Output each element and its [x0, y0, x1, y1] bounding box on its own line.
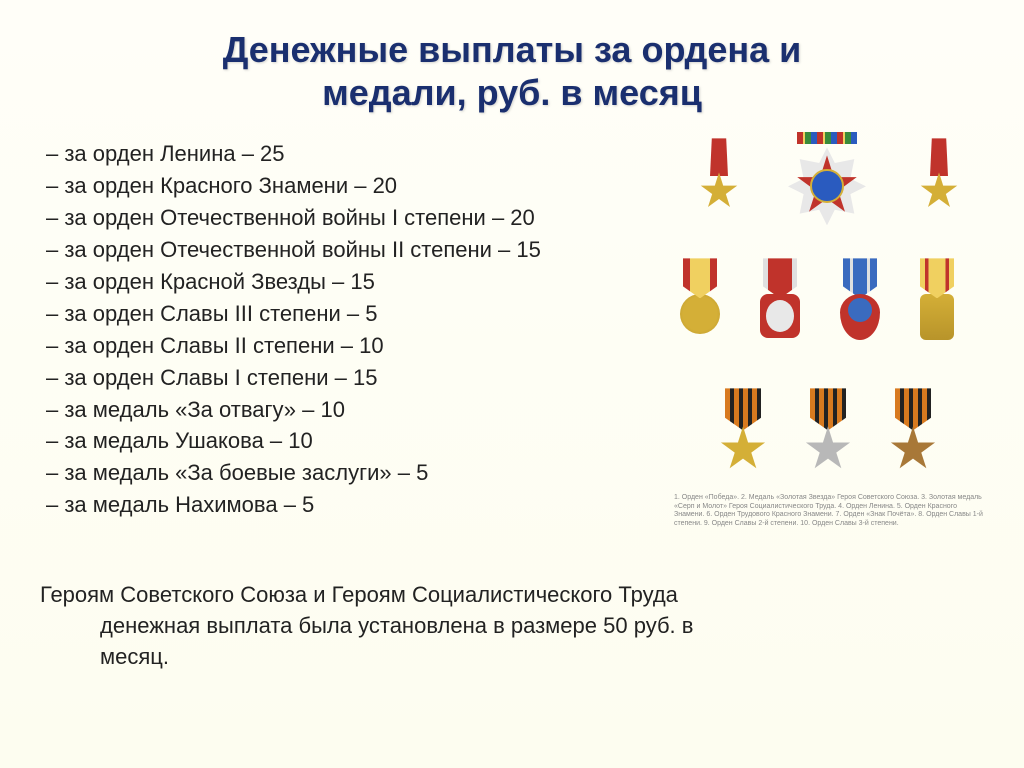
list-item: – за орден Славы II степени – 10 [40, 330, 660, 362]
medal-slava-1 [720, 388, 766, 472]
medal-honor-sign [920, 258, 954, 340]
list-item: – за медаль Ушакова – 10 [40, 425, 660, 457]
footer-line: месяц. [40, 642, 960, 673]
medal-hero-star-left [700, 138, 738, 210]
title-line-2: медали, руб. в месяц [322, 72, 702, 113]
footer-line: денежная выплата была установлена в разм… [40, 611, 960, 642]
footer-note: Героям Советского Союза и Героям Социали… [40, 580, 960, 672]
content-row: – за орден Ленина – 25 – за орден Красно… [40, 138, 984, 558]
medals-caption: 1. Орден «Победа». 2. Медаль «Золотая Зв… [670, 494, 990, 528]
list-item: – за медаль «За боевые заслуги» – 5 [40, 457, 660, 489]
medals-illustration: 1. Орден «Победа». 2. Медаль «Золотая Зв… [660, 138, 990, 558]
list-item: – за орден Красного Знамени – 20 [40, 170, 660, 202]
medal-hero-star-right [920, 138, 958, 210]
list-item: – за орден Красной Звезды – 15 [40, 266, 660, 298]
medal-lenin [680, 258, 720, 334]
medal-slava-2 [805, 388, 851, 472]
list-item: – за орден Ленина – 25 [40, 138, 660, 170]
list-item: – за орден Славы III степени – 5 [40, 298, 660, 330]
slide-title: Денежные выплаты за ордена и медали, руб… [40, 28, 984, 114]
medal-victory-order [788, 132, 866, 225]
footer-line: Героям Советского Союза и Героям Социали… [40, 580, 960, 611]
list-item: – за медаль Нахимова – 5 [40, 489, 660, 521]
medal-labor-red-banner [840, 258, 880, 340]
medal-red-banner [760, 258, 800, 338]
list-item: – за орден Славы I степени – 15 [40, 362, 660, 394]
list-item: – за орден Отечественной войны I степени… [40, 202, 660, 234]
payments-list: – за орден Ленина – 25 – за орден Красно… [40, 138, 660, 558]
medal-slava-3 [890, 388, 936, 472]
list-item: – за медаль «За отвагу» – 10 [40, 394, 660, 426]
list-item: – за орден Отечественной войны II степен… [40, 234, 660, 266]
title-line-1: Денежные выплаты за ордена и [223, 29, 802, 70]
